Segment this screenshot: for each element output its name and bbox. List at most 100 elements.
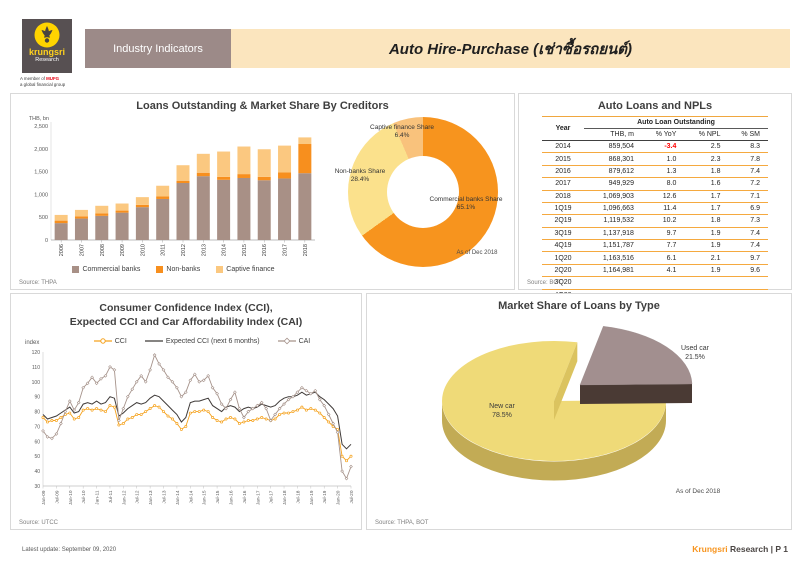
col-thb: THB, m xyxy=(584,128,642,141)
svg-text:THB, bn: THB, bn xyxy=(29,116,49,122)
page-title: Auto Hire-Purchase (เช่าซื้อรถยนต์) xyxy=(388,40,633,58)
donut-label-commercial: Commercial banks Share 65.1% xyxy=(429,196,503,212)
npl-table: Year Auto Loan Outstanding THB, m % YoY … xyxy=(542,116,768,302)
section-label: Industry Indicators xyxy=(113,42,203,55)
svg-text:Jan-13: Jan-13 xyxy=(148,490,154,505)
legend-item: Commercial banks xyxy=(72,266,140,273)
svg-text:Jul-13: Jul-13 xyxy=(162,490,168,503)
bar-segment xyxy=(74,218,88,240)
table-row: 1Q20 1,163,516 6.1 2.1 9.7 xyxy=(542,251,768,265)
table-row: 2017 949,929 8.0 1.6 7.2 xyxy=(542,177,768,191)
svg-text:Jan-14: Jan-14 xyxy=(175,490,181,505)
page-title-bar: Auto Hire-Purchase (เช่าซื้อรถยนต์) xyxy=(231,29,790,68)
svg-text:Jan-09: Jan-09 xyxy=(41,490,47,505)
bar-segment xyxy=(217,176,231,180)
bar-segment xyxy=(54,223,68,240)
legend-swatch xyxy=(72,266,80,273)
svg-text:Jul-15: Jul-15 xyxy=(215,490,221,503)
svg-text:2016: 2016 xyxy=(262,244,268,256)
svg-text:Jan-12: Jan-12 xyxy=(121,490,127,505)
svg-text:2011: 2011 xyxy=(161,244,167,256)
svg-text:Jan-17: Jan-17 xyxy=(255,490,261,505)
bar-segment xyxy=(278,145,292,173)
svg-text:2014: 2014 xyxy=(222,244,228,256)
svg-text:90: 90 xyxy=(34,395,40,401)
table-row: 1Q19 1,096,663 11.4 1.7 6.9 xyxy=(542,202,768,216)
svg-text:Jul-20: Jul-20 xyxy=(349,490,355,503)
bar-segment xyxy=(278,178,292,240)
cci-legend: CCI Expected CCI (next 6 months) CAI xyxy=(49,337,355,345)
panel-loans-outstanding: Loans Outstanding & Market Share By Cred… xyxy=(10,93,515,290)
pie-label-used-car: Used car 21.5% xyxy=(680,345,709,362)
svg-text:1,500: 1,500 xyxy=(34,170,48,176)
krungsri-emblem-icon xyxy=(34,22,60,48)
svg-text:Jan-19: Jan-19 xyxy=(309,490,315,505)
bar-segment xyxy=(156,185,170,197)
svg-text:Jul-11: Jul-11 xyxy=(108,490,114,503)
bar-segment xyxy=(217,179,231,240)
line-series xyxy=(42,405,352,462)
svg-text:70: 70 xyxy=(34,424,40,430)
bar-segment xyxy=(217,151,231,177)
svg-text:2018: 2018 xyxy=(303,244,309,256)
bar-segment xyxy=(115,212,129,240)
svg-text:Jul-10: Jul-10 xyxy=(81,490,87,503)
footer-page-number: | P 1 xyxy=(770,544,788,554)
legend-item: Captive finance xyxy=(216,266,275,273)
npl-table-head: Year Auto Loan Outstanding THB, m % YoY … xyxy=(542,116,768,141)
footer-brand-krungsri: Krungsri xyxy=(692,544,728,554)
cci-chart-title: Consumer Confidence Index (CCI), Expected… xyxy=(69,302,303,328)
donut-label-captive: Captive finance Share 6.4% xyxy=(370,124,434,140)
bar-segment xyxy=(298,173,312,240)
svg-text:Jan-15: Jan-15 xyxy=(202,490,208,505)
bar-segment xyxy=(74,209,88,217)
svg-text:120: 120 xyxy=(32,350,41,356)
cci-source: Source: UTCC xyxy=(19,520,59,526)
legend-swatch xyxy=(156,266,164,273)
section-label-box: Industry Indicators xyxy=(85,29,231,68)
legend-marker xyxy=(144,340,163,342)
cci-line-chart: index CCI Expected CCI (next 6 months) CAI… xyxy=(15,334,359,526)
svg-text:Jul-09: Jul-09 xyxy=(54,490,60,503)
bar-segment xyxy=(196,176,210,240)
bar-segment xyxy=(135,197,149,205)
bar-segment xyxy=(95,213,109,216)
svg-text:60: 60 xyxy=(34,439,40,445)
krungsri-logo: krungsri Research xyxy=(22,19,72,73)
svg-text:Jul-12: Jul-12 xyxy=(135,490,141,503)
bar-segment xyxy=(196,172,210,177)
svg-text:2015: 2015 xyxy=(242,244,248,256)
table-row: 2016 879,612 1.3 1.8 7.4 xyxy=(542,165,768,179)
svg-text:500: 500 xyxy=(39,215,48,221)
svg-text:2007: 2007 xyxy=(79,244,85,256)
table-row: 2014 859,504 -3.4 2.5 8.3 xyxy=(542,140,768,154)
legend-swatch xyxy=(216,266,224,273)
pie-label-new-car: New car 78.5% xyxy=(489,403,515,420)
legend-item: Expected CCI (next 6 months) xyxy=(144,337,260,345)
table-row: 4Q19 1,151,787 7.7 1.9 7.4 xyxy=(542,239,768,253)
last-update-text: Latest update: September 09, 2020 xyxy=(22,547,117,553)
bar-segment xyxy=(54,220,68,224)
legend-item: Non-banks xyxy=(156,266,200,273)
logo-brand-name: krungsri xyxy=(28,47,65,57)
pie-slice-new-car xyxy=(442,340,667,461)
pie-wall-used-car xyxy=(580,384,692,404)
legend-item: CAI xyxy=(277,337,310,345)
svg-text:Jul-17: Jul-17 xyxy=(269,490,275,503)
bar-segment xyxy=(135,207,149,240)
svg-text:2012: 2012 xyxy=(181,244,187,256)
svg-text:1,000: 1,000 xyxy=(34,192,48,198)
col-npl: % NPL xyxy=(684,128,729,141)
bar-segment xyxy=(298,144,312,174)
loans-bar-chart: THB, bn 0 500 1,000 1,500 2,000 2,500 2006 2007 2… xyxy=(15,112,320,272)
svg-text:Jan-11: Jan-11 xyxy=(95,490,101,505)
footer-brand-research: Research xyxy=(729,544,769,554)
svg-text:Jul-19: Jul-19 xyxy=(322,490,328,503)
loans-source: Source: THPA xyxy=(19,280,57,286)
bar-segment xyxy=(176,180,190,183)
panel-auto-loans-npls: Auto Loans and NPLs Year Auto Loan Outst… xyxy=(518,93,792,302)
svg-text:2,000: 2,000 xyxy=(34,147,48,153)
svg-text:40: 40 xyxy=(34,469,40,475)
line-series xyxy=(42,391,352,450)
svg-text:2017: 2017 xyxy=(283,244,289,256)
